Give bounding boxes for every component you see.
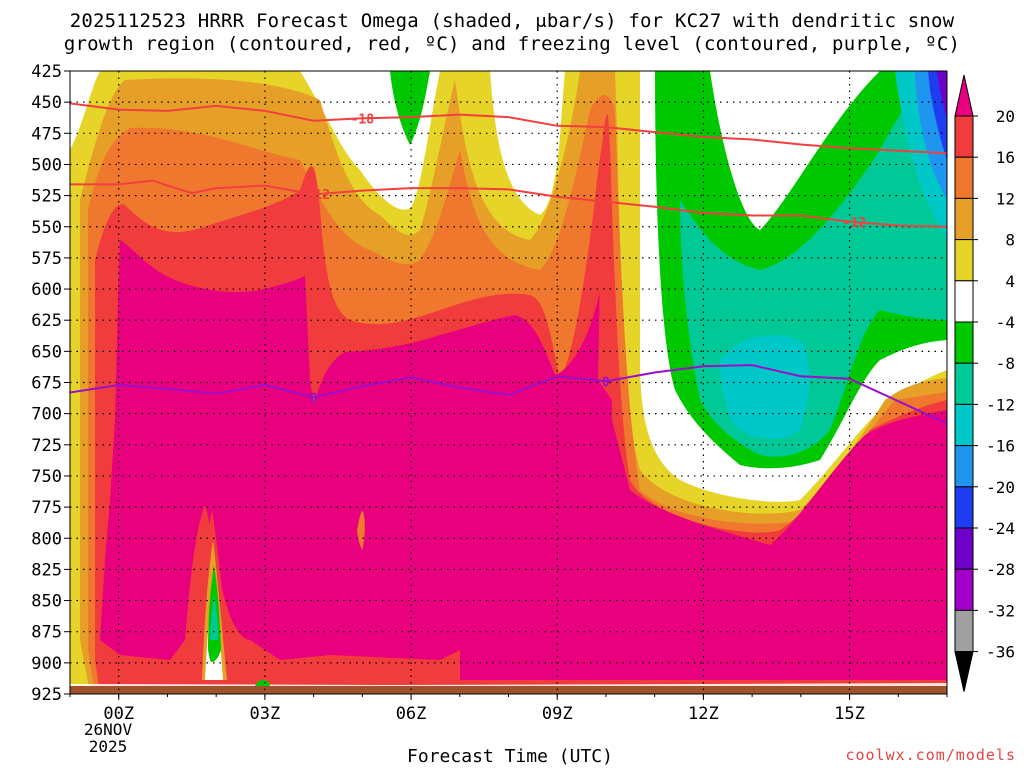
date-label-day: 26NOV [84,720,133,739]
contour-label: 0 [310,391,318,406]
x-axis: 00Z 03Z 06Z 09Z 12Z 15Z [69,694,948,724]
colorbar-segment [954,197,974,241]
credit-text: coolwx.com/models [845,746,1016,764]
colorbar-label: -24 [986,519,1015,538]
colorbar-segment [954,280,974,323]
y-tick-label: 875 [31,623,62,643]
colorbar-label: -8 [996,354,1015,373]
y-tick-label: 725 [31,436,62,456]
contour-lines [70,102,947,425]
contour-line-dendritic [70,102,947,155]
y-tick-label: 575 [31,249,62,269]
contour-label: -18 [351,112,375,127]
chart-title-line-2: growth region (contoured, red, ºC) and f… [63,33,961,55]
y-tick-label: 750 [31,467,62,487]
chart-title-line-1: 2025112523 HRRR Forecast Omega (shaded, … [69,10,955,32]
colorbar-label: 8 [1005,231,1015,250]
colorbar-segment [954,445,974,488]
colorbar-segment [954,486,974,529]
x-tick-label: 12Z [688,704,719,724]
colorbar-label: -36 [986,643,1015,662]
y-tick-label: 600 [31,280,62,300]
colorbar-segment [954,115,974,158]
contour-label: 0 [602,375,610,390]
colorbar-label: 4 [1005,272,1015,291]
colorbar-label: -28 [986,560,1015,579]
y-tick-label: 700 [31,405,62,425]
x-axis-title: Forecast Time (UTC) [407,746,613,767]
y-tick-label: 550 [31,218,62,238]
y-tick-label: 450 [31,93,62,113]
x-tick-label: 09Z [542,704,573,724]
contour-line-dendritic [70,179,947,228]
contour-label: -12 [307,188,330,203]
colorbar-segment [954,568,974,611]
colorbar-segment [954,362,974,405]
colorbar-segment [954,403,974,447]
x-tick-label: 00Z [103,704,134,724]
y-tick-label: 850 [31,592,62,612]
colorbar-segment [954,156,974,199]
y-tick-label: 800 [31,529,62,549]
y-tick-label: 900 [31,654,62,674]
contour-line-freezing [70,364,947,425]
omega-shading [70,71,947,694]
x-tick-label: 03Z [250,704,281,724]
date-label-year: 2025 [89,737,128,756]
y-tick-label: 525 [31,187,62,207]
colorbar-label: 16 [996,148,1015,167]
colorbar-bottom-arrow [954,651,974,692]
colorbar-label: 12 [996,189,1015,208]
y-tick-label: 475 [31,124,62,144]
colorbar-segment [954,527,974,570]
y-tick-label: 775 [31,498,62,518]
colorbar-label: -16 [986,437,1015,456]
y-tick-label: 925 [31,685,62,705]
colorbar-label: -12 [986,395,1015,414]
contour-label: -12 [843,216,866,231]
colorbar-label: -20 [986,478,1015,497]
colorbar-top-arrow [954,74,974,117]
colorbar: 20 16 12 8 4 -4 -8 -12 -16 -20 -24 -28 -32 -36 [954,74,1015,692]
y-tick-label: 825 [31,560,62,580]
colorbar-segment [954,239,974,282]
colorbar-label: 20 [996,107,1015,126]
y-tick-label: 500 [31,155,62,175]
colorbar-segment [954,609,974,653]
x-tick-label: 15Z [834,704,865,724]
y-tick-label: 425 [31,62,62,82]
y-tick-label: 675 [31,374,62,394]
y-tick-label: 625 [31,311,62,331]
y-axis: 425 450 475 500 525 550 575 600 625 650 675 700 725 7… [31,62,70,705]
y-tick-label: 650 [31,342,62,362]
colorbar-segment [954,321,974,364]
x-tick-label: 06Z [396,704,427,724]
colorbar-label: -32 [986,601,1015,620]
colorbar-label: -4 [996,313,1015,332]
contour-labels: -18 -12 -12 0 0 [307,112,866,406]
